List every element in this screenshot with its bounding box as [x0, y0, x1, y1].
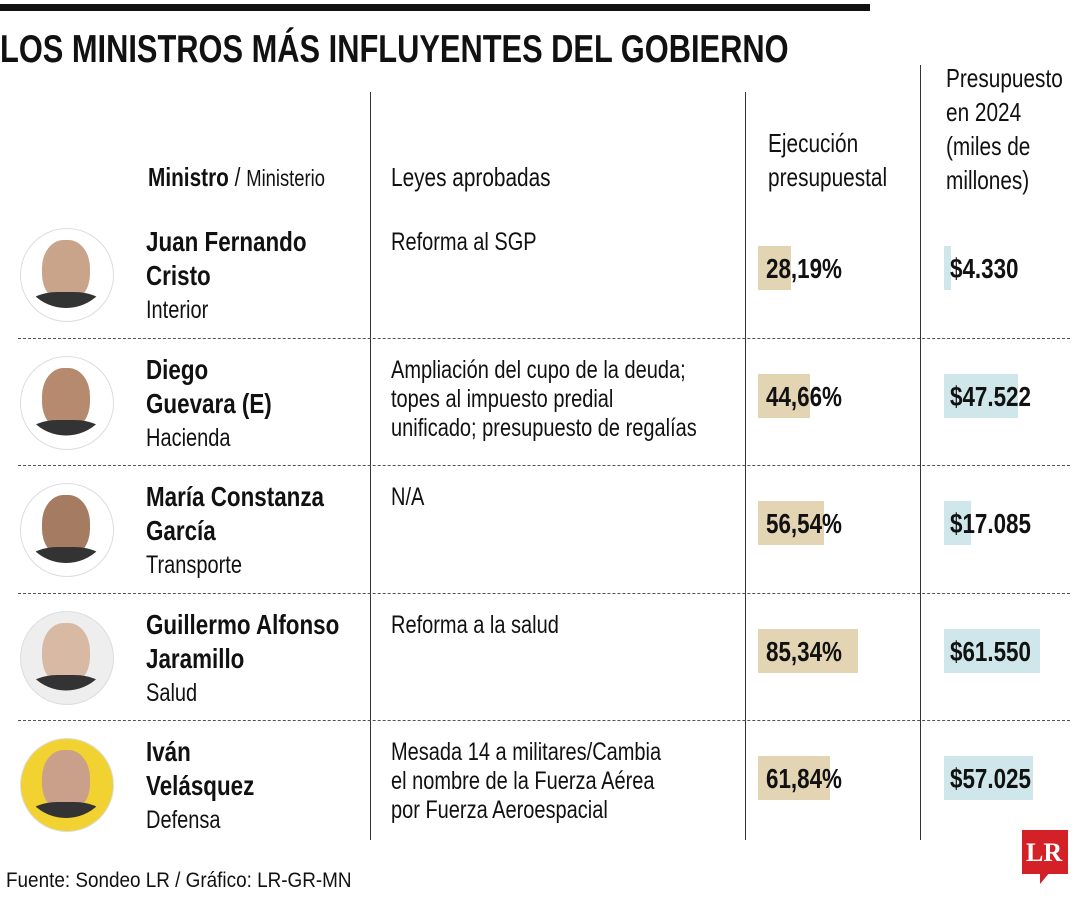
row-separator: [18, 720, 1070, 721]
photo-face: [42, 622, 90, 685]
col-line: [745, 92, 746, 840]
budget-bar: [944, 501, 971, 545]
law: Mesada 14 a militares/Cambia: [391, 738, 662, 766]
budget-label: $17.085: [950, 508, 1031, 539]
minister-name: Velásquez: [146, 770, 255, 801]
budget-bar: [944, 246, 951, 290]
ministry: Defensa: [146, 806, 221, 834]
minister-name: Guevara (E): [146, 387, 272, 419]
row-separator: [18, 337, 1070, 339]
law: el nombre de la Fuerza Aérea: [391, 767, 655, 795]
execution-label: 56,54%: [766, 508, 842, 539]
execution-bar: [758, 501, 825, 545]
execution-label: 61,84%: [766, 763, 842, 794]
ministry: Transporte: [146, 551, 242, 579]
header-presupuesto: millones): [946, 165, 1030, 195]
logo: [1022, 830, 1068, 874]
minister-name: García: [146, 515, 216, 546]
execution-bar: [758, 756, 831, 800]
header-leyes: Leyes aprobadas: [391, 162, 551, 192]
header-presupuesto: (miles de: [946, 131, 1031, 161]
header-ejecucion: presupuestal: [768, 162, 888, 192]
title: LOS MINISTROS MÁS INFLUYENTES DEL GOBIER…: [0, 28, 789, 71]
law: por Fuerza Aeroespacial: [391, 796, 608, 824]
law: unificado; presupuesto de regalías: [391, 413, 697, 442]
minister-name: Iván: [146, 736, 191, 767]
row-separator: [18, 592, 1070, 594]
law: Reforma a la salud: [391, 610, 559, 639]
law: topes al impuesto predial: [391, 384, 614, 413]
budget-bar: [944, 756, 1033, 800]
law: N/A: [391, 483, 425, 511]
execution-bar: [758, 373, 811, 418]
header-ministro: Ministro / Ministerio: [148, 162, 325, 192]
header-presupuesto: Presupuesto: [946, 63, 1063, 93]
col-line: [370, 92, 371, 840]
law: Ampliación del cupo de la deuda;: [391, 355, 686, 384]
budget-bar: [944, 628, 1041, 673]
minister-name: María Constanza: [146, 481, 324, 512]
photo-face: [42, 367, 90, 430]
top-rule: [0, 4, 870, 11]
photo-face: [42, 750, 90, 812]
budget-label: $47.522: [950, 380, 1031, 412]
minister-name: Diego: [146, 353, 209, 385]
budget-label: $61.550: [950, 635, 1031, 667]
execution-label: 28,19%: [766, 253, 842, 284]
header-ejecucion: Ejecución: [768, 128, 859, 158]
minister-name: Juan Fernando: [146, 226, 307, 257]
photo-face: [42, 240, 90, 302]
logo-text: LR: [1026, 838, 1063, 867]
execution-label: 85,34%: [766, 635, 842, 667]
photo-face: [42, 495, 90, 557]
minister-name: Guillermo Alfonso: [146, 608, 340, 640]
execution-bar: [758, 628, 858, 673]
row-separator: [18, 465, 1070, 466]
ministry: Salud: [146, 678, 198, 707]
ministry: Interior: [146, 296, 209, 324]
minister-name: Jaramillo: [146, 642, 245, 674]
execution-label: 44,66%: [766, 380, 842, 412]
ministry: Hacienda: [146, 423, 231, 452]
execution-bar: [758, 246, 791, 290]
logo-tail: [1040, 872, 1050, 884]
budget-label: $57.025: [950, 763, 1031, 794]
minister-name: Cristo: [146, 260, 211, 291]
source: Fuente: Sondeo LR / Gráfico: LR-GR-MN: [6, 869, 352, 892]
col-line: [920, 65, 921, 840]
budget-bar: [944, 373, 1019, 418]
law: Reforma al SGP: [391, 228, 537, 256]
budget-label: $4.330: [950, 253, 1019, 284]
header-presupuesto: en 2024: [946, 97, 1022, 127]
